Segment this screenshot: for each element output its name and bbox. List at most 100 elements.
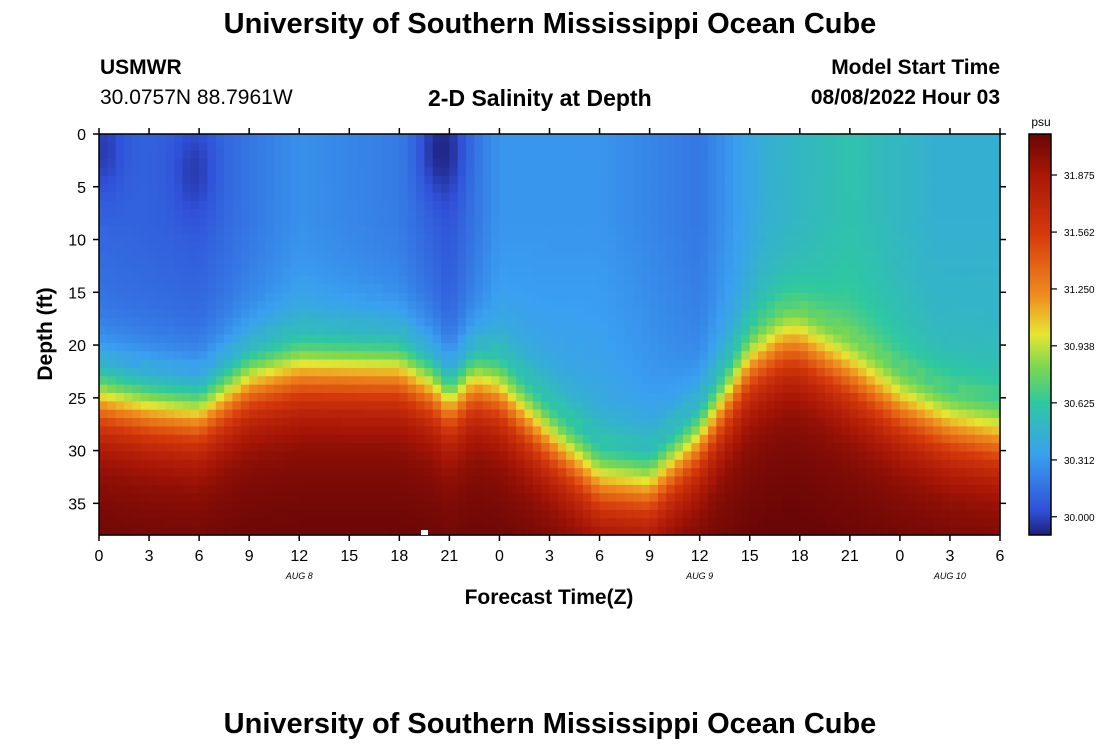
heatmap-cell: [883, 292, 893, 302]
heatmap-cell: [541, 200, 551, 210]
heatmap-cell: [541, 376, 551, 386]
heatmap-cell: [624, 167, 634, 177]
heatmap-cell: [232, 459, 242, 469]
heatmap-cell: [524, 267, 534, 277]
heatmap-cell: [908, 434, 918, 444]
heatmap-cell: [340, 392, 350, 402]
heatmap-cell: [691, 501, 701, 511]
heatmap-cell: [307, 234, 317, 244]
heatmap-cell: [924, 493, 934, 503]
heatmap-cell: [474, 493, 484, 503]
heatmap-cell: [591, 443, 601, 453]
heatmap-cell: [824, 351, 834, 361]
heatmap-cell: [449, 175, 459, 185]
heatmap-cell: [666, 509, 676, 519]
heatmap-cell: [958, 418, 968, 427]
heatmap-cell: [265, 518, 275, 528]
heatmap-cell: [866, 493, 876, 503]
heatmap-cell: [132, 468, 142, 478]
heatmap-cell: [516, 342, 526, 352]
heatmap-cell: [357, 134, 367, 143]
heatmap-cell: [699, 518, 709, 528]
heatmap-cell: [908, 518, 918, 528]
heatmap-cell: [165, 326, 175, 336]
heatmap-cell: [115, 259, 125, 269]
heatmap-cell: [149, 418, 158, 427]
heatmap-cell: [215, 334, 225, 344]
heatmap-cell: [457, 192, 467, 202]
heatmap-cell: [449, 276, 459, 285]
heatmap-cell: [841, 167, 851, 177]
heatmap-cell: [641, 209, 651, 219]
heatmap-cell: [257, 493, 267, 503]
heatmap-cell: [866, 175, 876, 185]
heatmap-cell: [866, 526, 876, 536]
heatmap-cell: [582, 367, 592, 377]
heatmap-cell: [165, 242, 175, 252]
heatmap-cell: [741, 167, 751, 177]
heatmap-cell: [290, 409, 300, 419]
heatmap-cell: [474, 426, 484, 436]
heatmap-cell: [607, 209, 617, 219]
heatmap-cell: [841, 518, 851, 528]
heatmap-cell: [107, 142, 117, 152]
heatmap-cell: [340, 150, 350, 160]
heatmap-cell: [566, 276, 576, 285]
heatmap-cell: [766, 309, 776, 319]
heatmap-cell: [532, 434, 542, 444]
heatmap-cell: [249, 159, 259, 169]
heatmap-cell: [424, 242, 434, 252]
heatmap-cell: [215, 242, 225, 252]
heatmap-cell: [891, 134, 901, 143]
heatmap-cell: [582, 459, 592, 469]
heatmap-cell: [441, 301, 450, 311]
heatmap-cell: [733, 209, 742, 219]
heatmap-cell: [808, 392, 818, 402]
heatmap-cell: [165, 367, 175, 377]
heatmap-cell: [749, 317, 759, 327]
heatmap-cell: [390, 459, 400, 469]
heatmap-cell: [332, 459, 342, 469]
heatmap-cell: [682, 326, 692, 336]
heatmap-cell: [357, 192, 367, 202]
heatmap-cell: [791, 367, 801, 377]
heatmap-cell: [666, 468, 676, 478]
heatmap-cell: [791, 359, 801, 369]
heatmap-cell: [666, 242, 676, 252]
heatmap-cell: [407, 225, 417, 235]
heatmap-cell: [290, 384, 300, 394]
heatmap-cell: [299, 309, 309, 319]
heatmap-cell: [157, 284, 167, 294]
heatmap-cell: [182, 200, 192, 210]
heatmap-cell: [766, 384, 776, 394]
heatmap-cell: [357, 443, 367, 453]
heatmap-cell: [265, 217, 275, 227]
heatmap-cell: [808, 434, 818, 444]
heatmap-cell: [908, 426, 918, 436]
heatmap-cell: [799, 142, 809, 152]
heatmap-cell: [749, 292, 759, 302]
heatmap-cell: [182, 384, 192, 394]
heatmap-cell: [574, 217, 584, 227]
heatmap-cell: [474, 167, 484, 177]
heatmap-cell: [958, 359, 968, 369]
heatmap-cell: [749, 200, 759, 210]
heatmap-cell: [499, 326, 509, 336]
heatmap-cell: [758, 259, 767, 269]
heatmap-cell: [758, 284, 767, 294]
heatmap-cell: [908, 443, 918, 453]
heatmap-cell: [299, 217, 309, 227]
heatmap-cell: [407, 384, 417, 394]
heatmap-cell: [958, 384, 968, 394]
heatmap-cell: [866, 468, 876, 478]
heatmap-cell: [557, 426, 567, 436]
heatmap-cell: [124, 209, 133, 219]
heatmap-cell: [274, 175, 284, 185]
heatmap-cell: [858, 200, 868, 210]
heatmap-cell: [649, 418, 659, 427]
heatmap-cell: [933, 142, 943, 152]
heatmap-cell: [432, 225, 442, 235]
heatmap-cell: [541, 259, 551, 269]
heatmap-cell: [883, 159, 893, 169]
heatmap-cell: [607, 225, 617, 235]
